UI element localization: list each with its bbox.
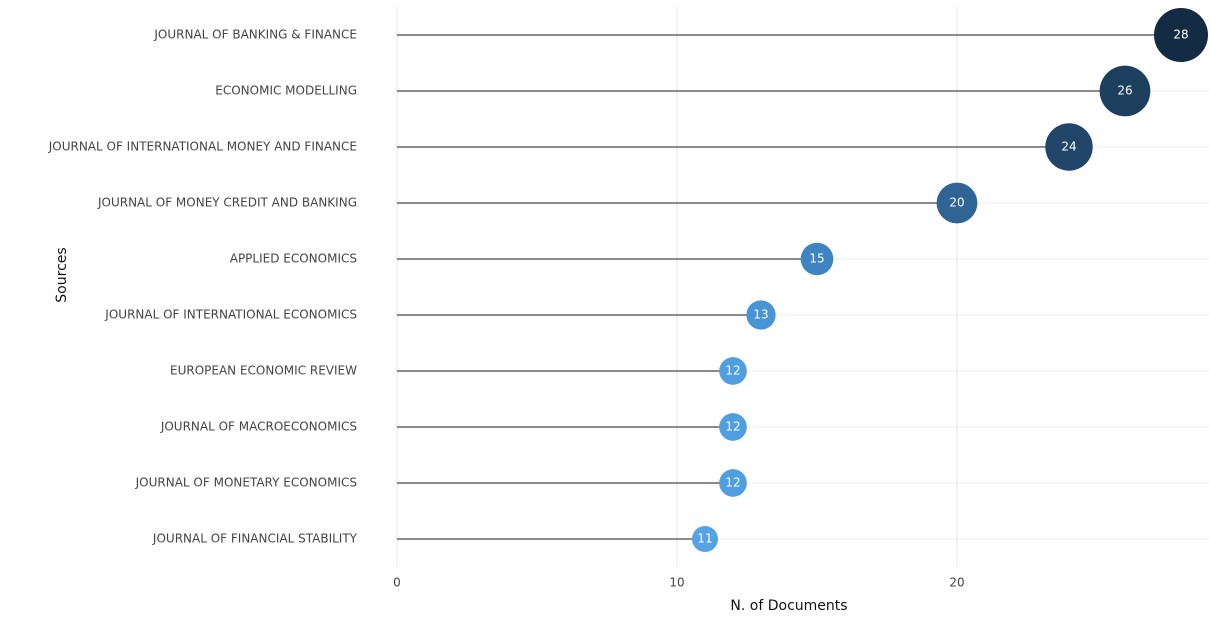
value-label: 12 <box>725 364 740 378</box>
y-axis-title: Sources <box>54 247 70 302</box>
x-axis-title: N. of Documents <box>730 598 847 614</box>
x-tick-label: 10 <box>669 576 684 590</box>
bubble <box>746 300 776 330</box>
bubble <box>719 357 747 385</box>
value-label: 20 <box>949 196 964 210</box>
y-tick-label: APPLIED ECONOMICS <box>230 252 357 266</box>
y-tick-label: JOURNAL OF MONEY CREDIT AND BANKING <box>97 196 357 210</box>
bubble <box>719 469 747 497</box>
value-label: 26 <box>1117 84 1132 98</box>
bubble <box>719 413 747 441</box>
value-label: 28 <box>1173 28 1188 42</box>
value-label: 24 <box>1061 140 1076 154</box>
y-tick-label: JOURNAL OF INTERNATIONAL ECONOMICS <box>104 308 357 322</box>
value-label: 12 <box>725 476 740 490</box>
y-tick-label: JOURNAL OF BANKING & FINANCE <box>153 28 357 42</box>
value-label: 13 <box>753 308 768 322</box>
x-tick-label: 20 <box>949 576 964 590</box>
bubble <box>1154 8 1208 62</box>
y-tick-label: EUROPEAN ECONOMIC REVIEW <box>170 364 357 378</box>
y-tick-label: JOURNAL OF INTERNATIONAL MONEY AND FINAN… <box>48 140 357 154</box>
bubble <box>692 526 718 552</box>
bubble <box>936 182 978 224</box>
value-label: 15 <box>809 252 824 266</box>
y-tick-label: JOURNAL OF FINANCIAL STABILITY <box>152 532 358 546</box>
y-tick-label: JOURNAL OF MACROECONOMICS <box>160 420 357 434</box>
bubble <box>1045 123 1093 171</box>
y-tick-label: ECONOMIC MODELLING <box>215 84 357 98</box>
value-label: 11 <box>697 532 712 546</box>
bubble <box>1099 65 1151 117</box>
value-label: 12 <box>725 420 740 434</box>
x-tick-label: 0 <box>393 576 401 590</box>
bubble <box>800 242 834 276</box>
y-tick-label: JOURNAL OF MONETARY ECONOMICS <box>135 476 357 490</box>
